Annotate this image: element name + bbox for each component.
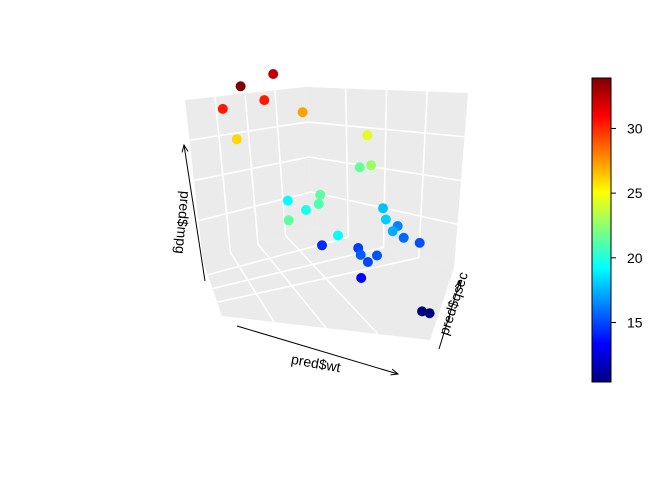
color-legend-tick-label: 25: [627, 185, 643, 201]
data-point: [231, 134, 242, 145]
y-axis-arrow: [438, 281, 460, 350]
data-point: [362, 130, 373, 141]
data-point: [366, 160, 377, 171]
color-legend-tick-label: 20: [627, 250, 643, 266]
data-point: [414, 237, 425, 248]
data-point: [362, 257, 373, 267]
color-legend-tick-label: 15: [627, 314, 643, 330]
data-point: [333, 230, 343, 241]
data-point: [313, 199, 324, 209]
data-point: [380, 214, 391, 225]
data-points: [217, 69, 435, 319]
data-point: [301, 205, 311, 215]
data-point: [417, 306, 428, 317]
data-point: [235, 81, 246, 92]
data-point: [355, 249, 366, 260]
data-point: [378, 203, 388, 214]
color-legend: 15 20 25 30: [591, 77, 643, 383]
data-point: [268, 69, 279, 79]
color-legend-bar: [591, 77, 612, 383]
data-point: [317, 240, 327, 251]
back-left-gridline: [244, 93, 259, 245]
data-point: [424, 308, 435, 319]
z-axis-title: pred$mpg: [172, 190, 193, 254]
back-left-gridline: [274, 90, 287, 236]
data-point: [283, 215, 294, 226]
data-point: [372, 250, 382, 261]
data-point: [315, 189, 326, 200]
floor-panel: [203, 227, 454, 340]
data-point: [297, 107, 308, 118]
data-point: [356, 273, 367, 283]
floor-gridline: [229, 252, 275, 323]
color-legend-tick-label: 30: [627, 120, 643, 136]
back-right-gridline: [344, 88, 350, 238]
data-point: [387, 226, 398, 237]
floor-gridline: [284, 234, 379, 335]
floor-gridline: [212, 246, 384, 290]
z-axis-arrow: [184, 145, 206, 282]
data-point: [354, 162, 365, 173]
axes: [184, 145, 460, 374]
data-point: [259, 95, 270, 106]
color-legend-ticks: 15 20 25 30: [611, 120, 643, 330]
data-point: [282, 195, 293, 206]
back-left-gridline: [214, 96, 232, 253]
data-point: [398, 232, 409, 243]
back-left-panel: [185, 87, 313, 261]
floor-gridline: [217, 256, 419, 304]
x-axis-arrow: [236, 325, 398, 374]
back-right-gridline: [417, 91, 429, 258]
data-point: [217, 103, 228, 114]
